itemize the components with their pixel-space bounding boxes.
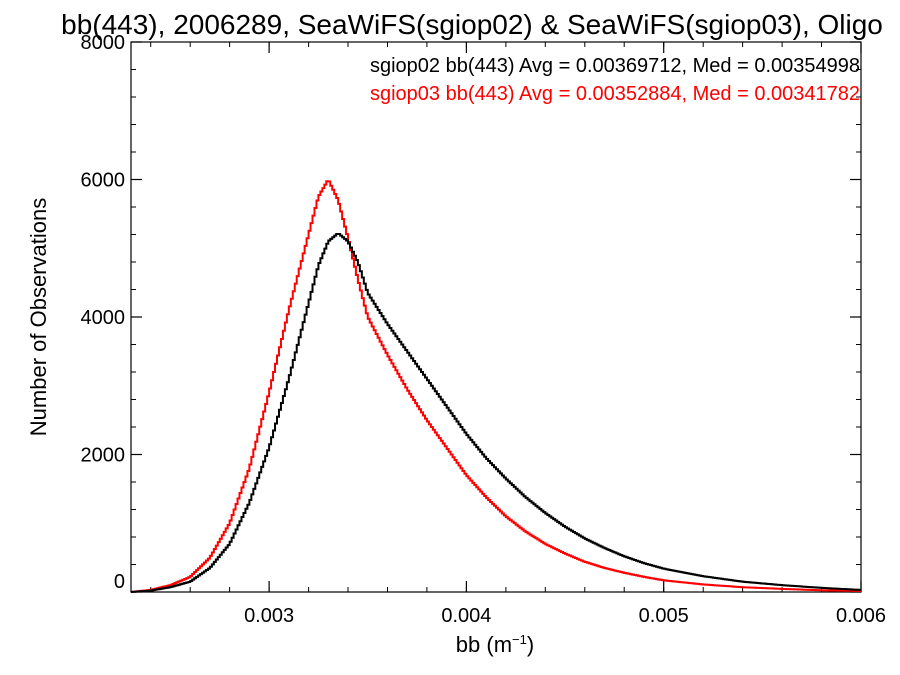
y-tick-label: 4000 — [81, 307, 126, 329]
series-line-sgiop03 — [131, 180, 861, 593]
chart-title: bb(443), 2006289, SeaWiFS(sgiop02) & Sea… — [61, 9, 883, 40]
series-layer — [131, 180, 861, 593]
y-axis-label: Number of Observations — [26, 198, 51, 436]
plot-frame — [130, 41, 862, 593]
x-tick-label: 0.004 — [441, 605, 491, 627]
y-tick-label: 2000 — [81, 445, 126, 467]
y-tick-label: 0 — [114, 571, 125, 593]
axes: 0.003 0.004 0.005 0.006 0 2000 4000 6000 8000 — [81, 32, 887, 627]
x-tick-label: 0.003 — [244, 605, 294, 627]
legend-sgiop03: sgiop03 bb(443) Avg = 0.00352884, Med = … — [370, 83, 860, 105]
legend-sgiop02: sgiop02 bb(443) Avg = 0.00369712, Med = … — [370, 55, 860, 77]
x-tick-label: 0.005 — [639, 605, 689, 627]
series-line-sgiop02 — [131, 232, 861, 593]
y-tick-label: 6000 — [81, 170, 126, 192]
x-axis-label: bb (m−1) — [456, 632, 534, 657]
x-tick-label: 0.006 — [836, 605, 886, 627]
y-tick-label: 8000 — [81, 32, 126, 54]
